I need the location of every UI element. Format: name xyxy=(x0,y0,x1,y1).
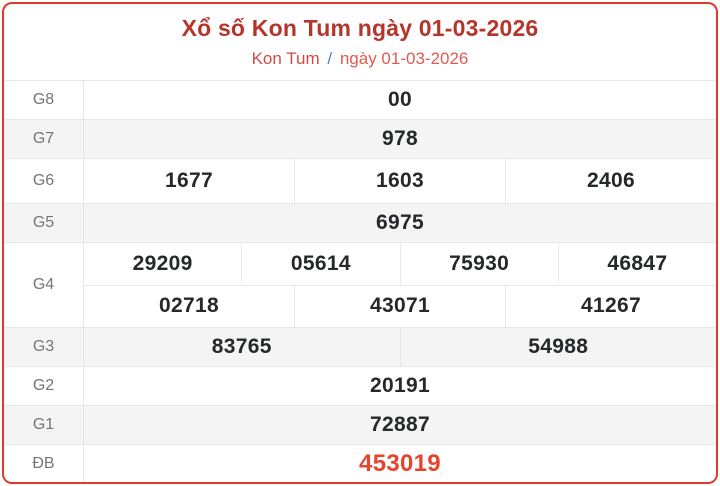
prize-number: 72887 xyxy=(370,413,430,436)
prize-number: 1603 xyxy=(294,159,505,203)
prize-value-group: 6975 xyxy=(84,204,716,242)
prize-values: 20191 xyxy=(84,367,716,405)
breadcrumb: Kon Tum / ngày 01-03-2026 xyxy=(252,49,469,69)
prize-label: ĐB xyxy=(4,445,84,482)
prize-number: 1677 xyxy=(165,169,213,192)
prize-number: 41267 xyxy=(505,285,716,327)
prize-number: 05614 xyxy=(241,243,399,285)
card-header: Xổ số Kon Tum ngày 01-03-2026 Kon Tum / … xyxy=(4,4,716,81)
prize-label: G8 xyxy=(4,81,84,119)
prize-value-group: 978 xyxy=(84,120,716,158)
prize-row-G2: G2 20191 xyxy=(4,366,716,405)
prize-number: 46847 xyxy=(557,243,716,285)
prize-number: 75930 xyxy=(399,243,558,285)
prize-row-G8: G8 00 xyxy=(4,81,716,119)
results-table: G8 00 G7 978 G6 1677 1603 2406 G5 6975 G4 29209 0561… xyxy=(4,81,716,482)
prize-row-G7: G7 978 xyxy=(4,119,716,158)
prize-value-group: 02718 43071 41267 xyxy=(84,284,716,327)
prize-number: 978 xyxy=(382,127,418,150)
prize-number: 43071 xyxy=(294,285,505,327)
prize-value-group: 72887 xyxy=(84,406,716,444)
prize-value-group: 453019 xyxy=(84,445,716,482)
prize-number: 2406 xyxy=(505,159,716,203)
prize-values: 453019 xyxy=(84,445,716,482)
prize-number: 20191 xyxy=(370,374,430,397)
prize-number: 6975 xyxy=(376,211,424,234)
prize-label: G3 xyxy=(4,328,84,366)
prize-row-G5: G5 6975 xyxy=(4,203,716,242)
prize-values: 1677 1603 2406 xyxy=(84,159,716,203)
prize-number: 29209 xyxy=(132,251,193,275)
prize-number: 00 xyxy=(388,88,412,111)
prize-row-G3: G3 83765 54988 xyxy=(4,327,716,366)
prize-values: 6975 xyxy=(84,204,716,242)
prize-label: G7 xyxy=(4,120,84,158)
prize-values: 72887 xyxy=(84,406,716,444)
prize-label: G5 xyxy=(4,204,84,242)
prize-row-ĐB: ĐB 453019 xyxy=(4,444,716,482)
prize-number: 83765 xyxy=(211,335,272,358)
prize-number: 02718 xyxy=(159,294,219,318)
prize-value-group: 29209 05614 75930 46847 xyxy=(84,243,716,285)
prize-values: 83765 54988 xyxy=(84,328,716,366)
prize-value-group: 83765 54988 xyxy=(84,328,716,366)
breadcrumb-date-link[interactable]: ngày 01-03-2026 xyxy=(339,49,469,68)
breadcrumb-region-link[interactable]: Kon Tum xyxy=(251,49,320,68)
prize-values: 29209 05614 75930 46847 02718 43071 41267 xyxy=(84,243,716,327)
prize-row-G6: G6 1677 1603 2406 xyxy=(4,158,716,203)
prize-number: 54988 xyxy=(399,328,717,366)
prize-label: G6 xyxy=(4,159,84,203)
prize-values: 00 xyxy=(84,81,716,119)
prize-value-group: 20191 xyxy=(84,367,716,405)
prize-label: G4 xyxy=(4,243,84,327)
prize-value-group: 00 xyxy=(84,81,716,119)
prize-label: G2 xyxy=(4,367,84,405)
prize-label: G1 xyxy=(4,406,84,444)
prize-row-G4: G4 29209 05614 75930 46847 02718 43071 41267 xyxy=(4,242,716,327)
prize-values: 978 xyxy=(84,120,716,158)
breadcrumb-separator: / xyxy=(327,49,333,68)
prize-row-G1: G1 72887 xyxy=(4,405,716,444)
page-title: Xổ số Kon Tum ngày 01-03-2026 xyxy=(181,15,539,41)
prize-value-group: 1677 1603 2406 xyxy=(84,159,716,203)
prize-number: 453019 xyxy=(359,449,441,477)
